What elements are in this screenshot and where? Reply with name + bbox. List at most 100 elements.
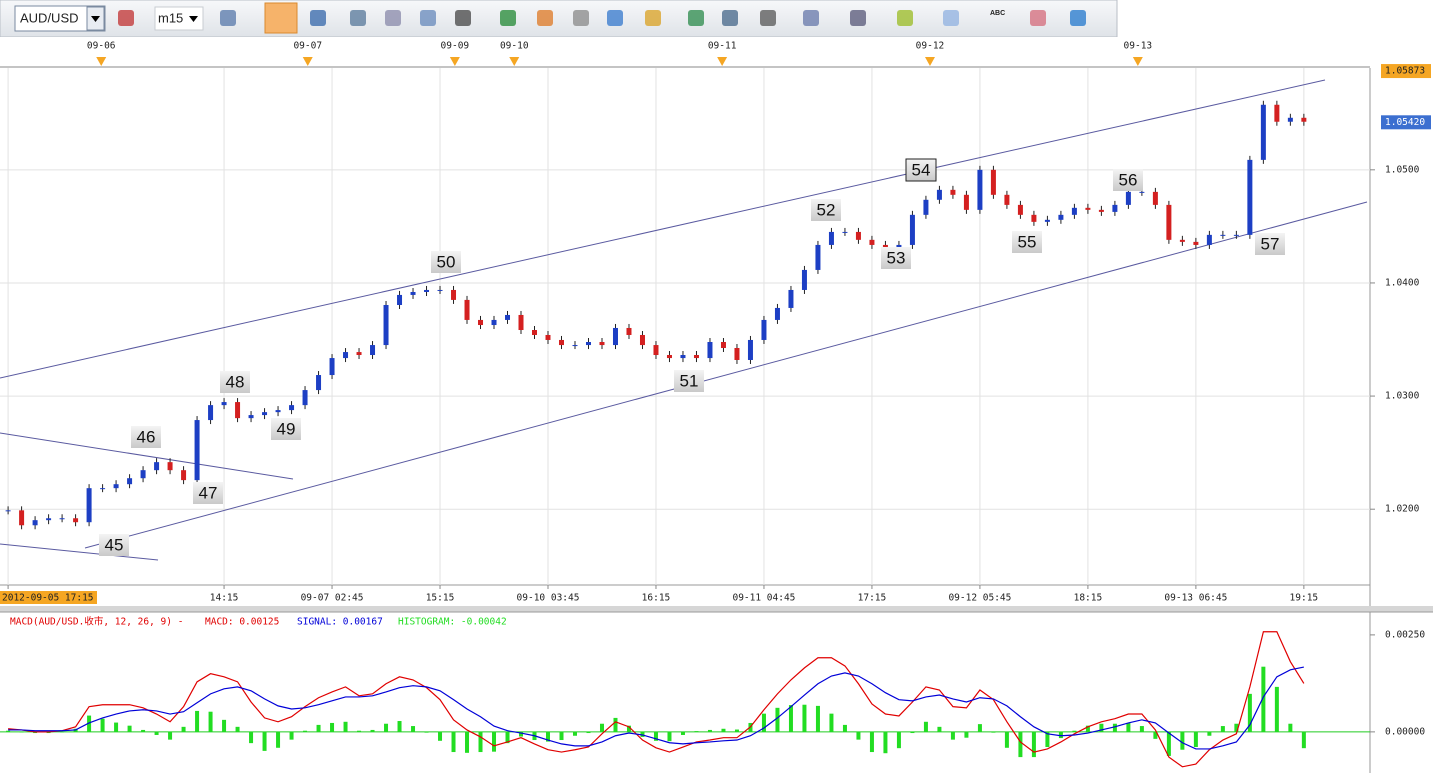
histogram-bar <box>465 731 470 753</box>
histogram-bar <box>451 731 456 753</box>
histogram-bar <box>788 705 793 732</box>
candle <box>329 358 335 376</box>
trend-lines <box>0 79 1368 561</box>
toolbar-button[interactable] <box>688 10 704 26</box>
triangle-lower-line <box>0 543 159 561</box>
lower-channel-line <box>84 201 1368 549</box>
candle <box>855 231 861 240</box>
histogram-bar <box>114 722 119 732</box>
candle <box>545 334 551 340</box>
histogram-bar <box>519 731 524 737</box>
x-tick-label: 17:15 <box>858 593 887 604</box>
candle <box>599 341 605 346</box>
candle <box>909 214 915 245</box>
histogram-bar <box>883 731 888 754</box>
histogram-bar <box>910 731 915 734</box>
histogram-bar <box>492 731 497 752</box>
candle <box>923 199 929 215</box>
candle <box>73 518 79 523</box>
macd-line <box>8 666 1304 750</box>
histogram-bar <box>181 726 186 732</box>
price-marker <box>1381 115 1431 130</box>
toolbar-button[interactable] <box>118 10 134 26</box>
candle <box>707 341 713 359</box>
histogram-bar <box>289 731 294 740</box>
histogram-bar <box>438 731 443 741</box>
candle <box>1260 104 1266 160</box>
histogram-bar <box>896 731 901 749</box>
toolbar-button[interactable] <box>455 10 471 26</box>
candle <box>127 478 133 485</box>
toolbar-button[interactable] <box>645 10 661 26</box>
histogram-bar <box>599 723 604 732</box>
macd-line <box>8 631 1305 768</box>
histogram-bar <box>1126 722 1131 732</box>
histogram-bar <box>1031 731 1036 758</box>
candle <box>1058 214 1064 220</box>
wave-label-box <box>1012 231 1042 253</box>
x-tick-label: 09-13 06:45 <box>1164 593 1227 604</box>
wave-label: 50 <box>437 252 456 271</box>
candle <box>1233 234 1239 236</box>
candle <box>950 189 956 195</box>
candle <box>1247 159 1253 235</box>
histogram-bar <box>505 731 510 744</box>
price-marker <box>1381 64 1431 79</box>
toolbar-button[interactable] <box>722 10 738 26</box>
wave-label-box <box>99 534 129 556</box>
candle <box>869 239 875 245</box>
toolbar-button[interactable] <box>607 10 623 26</box>
candle <box>896 244 902 248</box>
candle <box>113 484 119 489</box>
toolbar-button[interactable] <box>385 10 401 26</box>
dropdown-arrow <box>91 16 100 22</box>
histogram-bar <box>411 726 416 732</box>
toolbar-button[interactable] <box>420 10 436 26</box>
candle <box>1139 191 1145 193</box>
toolbar-button[interactable] <box>220 10 236 26</box>
active-tool[interactable] <box>264 2 298 34</box>
histogram-bar <box>316 724 321 732</box>
candle <box>788 289 794 308</box>
toolbar-button[interactable] <box>500 10 516 26</box>
candle <box>59 518 65 520</box>
histogram-bar <box>303 730 308 732</box>
wave-label-box <box>271 418 301 440</box>
candle <box>356 352 362 356</box>
toolbar-button[interactable] <box>803 10 819 26</box>
toolbar-button[interactable] <box>850 10 866 26</box>
candle <box>505 314 511 320</box>
timeframe-select[interactable] <box>154 6 204 31</box>
toolbar-button[interactable] <box>350 10 366 26</box>
toolbar-button[interactable] <box>537 10 553 26</box>
triangle-upper-line <box>0 432 294 480</box>
histogram-bar <box>87 715 92 732</box>
candle <box>383 305 389 346</box>
legend-entry: MACD: 0.00125 <box>205 617 279 628</box>
candle <box>424 289 430 292</box>
histogram-bar <box>19 731 24 733</box>
histogram-bar <box>1018 731 1023 758</box>
histogram-bar <box>761 713 766 732</box>
candle <box>1301 117 1307 122</box>
toolbar-button[interactable] <box>573 10 589 26</box>
histogram-bar <box>249 731 254 744</box>
price-pane <box>0 68 1370 585</box>
toolbar-button[interactable] <box>1030 10 1046 26</box>
wave-label: 56 <box>1119 170 1138 189</box>
wave-label-box <box>674 370 704 392</box>
histogram-bar <box>141 729 146 732</box>
candle <box>208 405 214 421</box>
candle <box>478 319 484 326</box>
pane-splitter[interactable] <box>0 606 1433 612</box>
date-label: 09-07 <box>293 41 322 52</box>
candle <box>46 518 52 521</box>
toolbar-button[interactable] <box>760 10 776 26</box>
toolbar-button[interactable] <box>943 10 959 26</box>
histogram-bar <box>923 721 928 732</box>
toolbar-button[interactable] <box>897 10 913 26</box>
toolbar-button[interactable] <box>310 10 326 26</box>
toolbar-button[interactable] <box>1070 10 1086 26</box>
